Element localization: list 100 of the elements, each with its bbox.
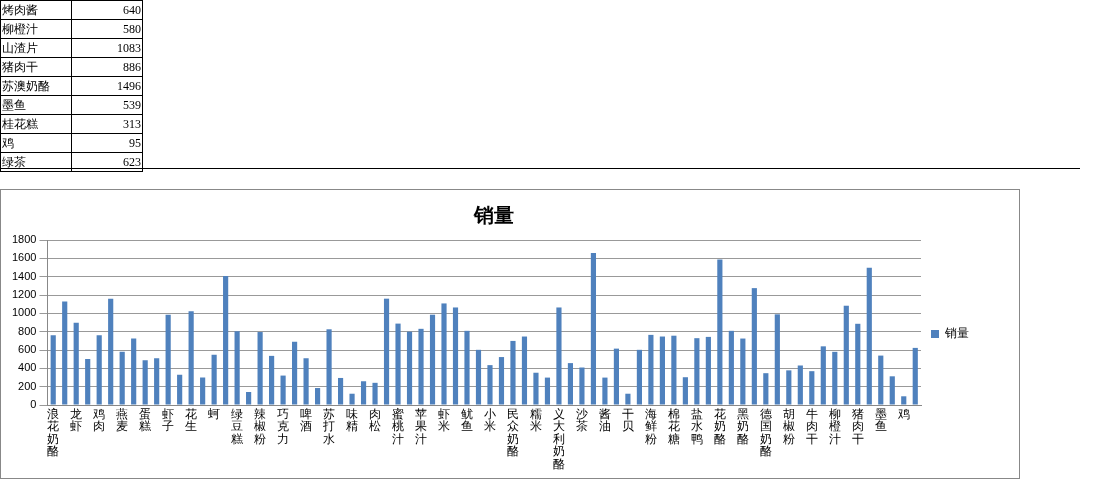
x-tick-label: 龙虾 [70,406,83,434]
bar [682,377,688,405]
bar [119,351,125,405]
text: 绿茶 [0,152,72,172]
text: 1083 [71,38,143,58]
text: 山渣片 [0,38,72,58]
text: 桂花糕 [0,114,72,134]
x-tick-label: 柳橙汁 [828,406,841,446]
text: 95 [71,133,143,153]
bar [797,365,803,405]
bar [349,393,355,405]
x-tick-label: 义大利奶酪 [552,406,565,472]
bar [498,357,505,405]
bar [96,335,102,405]
text: 539 [71,95,143,115]
bar [717,259,723,405]
bar [544,377,551,405]
y-tick-label: 200 [18,379,37,392]
bar [406,331,413,405]
text: 313 [71,114,143,134]
bar [269,355,275,405]
y-tick-label: 0 [30,398,37,411]
x-tick-label: 干贝 [621,406,634,434]
bar [246,392,252,405]
y-tick-label: 400 [18,361,37,374]
x-tick-label: 盐水鸭 [690,406,703,446]
y-tick-label: 600 [18,343,37,356]
x-tick-label: 鱿鱼 [460,406,473,434]
bar [165,314,171,405]
x-tick-label: 燕麦 [116,406,129,434]
bar [786,370,792,405]
x-tick-label: 德国奶酪 [759,406,772,459]
text: 640 [71,0,143,20]
x-tick-label: 绿豆糕 [231,406,244,446]
bar [901,396,907,405]
bar [452,307,459,405]
bar [648,334,654,405]
bar [602,377,608,405]
bar [142,360,148,405]
text: 墨鱼 [0,95,72,115]
x-tick-label: 糯米 [529,406,542,434]
bar [292,341,298,405]
text: 柳橙汁 [0,19,72,39]
bar [809,371,815,405]
bar [521,336,528,405]
bar [303,358,309,405]
bar [234,331,240,405]
bar [280,375,286,405]
x-tick-label: 虾子 [162,406,175,434]
bar [326,329,332,405]
y-tick-label: 1600 [11,251,37,264]
bar [889,376,895,405]
x-tick-label: 小米 [483,406,496,434]
x-tick-label: 蛋糕 [139,406,152,434]
bar [418,328,424,405]
bar [177,374,183,405]
bar [774,314,780,405]
bar [360,381,367,405]
y-tick-label: 1800 [11,233,37,246]
x-tick-label: 肉松 [369,406,382,434]
x-tick-label: 浪花奶酪 [47,406,60,459]
bar [636,349,642,405]
bar [590,253,597,405]
bar [257,332,263,405]
bar [832,351,838,405]
x-tick-label: 蜜桃汁 [392,406,405,446]
bar [429,314,436,405]
bar [314,388,321,405]
x-tick-label: 鸡 [896,406,910,421]
bar [211,354,217,405]
bar [131,338,137,405]
y-tick-label: 1400 [11,269,37,282]
bar [556,307,562,405]
bar [337,377,344,405]
x-tick-label: 猪肉干 [851,406,864,446]
bar [625,393,631,405]
bar [188,311,194,405]
bar [855,323,861,405]
y-tick-label: 1000 [11,306,37,319]
bar [751,288,757,405]
text: 623 [71,152,143,172]
bar [533,372,539,405]
x-tick-label: 棉花糖 [667,406,680,446]
x-tick-label: 巧克力 [277,406,290,446]
x-tick-label: 沙茶 [575,406,588,434]
bar [728,330,734,405]
bar [579,367,585,405]
bar [510,340,516,405]
x-tick-label: 花奶酪 [713,406,726,446]
bar [613,348,619,405]
text: 猪肉干 [0,57,72,77]
x-tick-label: 民众奶酪 [506,406,519,459]
x-tick-label: 海鲜粉 [644,406,657,446]
bar [223,276,229,405]
chart-title: 销量 [473,203,514,226]
x-tick-label: 墨鱼 [874,406,887,434]
text: 886 [71,57,143,77]
bar [200,377,206,405]
bar [866,267,872,405]
x-tick-label: 虾米 [438,406,451,434]
